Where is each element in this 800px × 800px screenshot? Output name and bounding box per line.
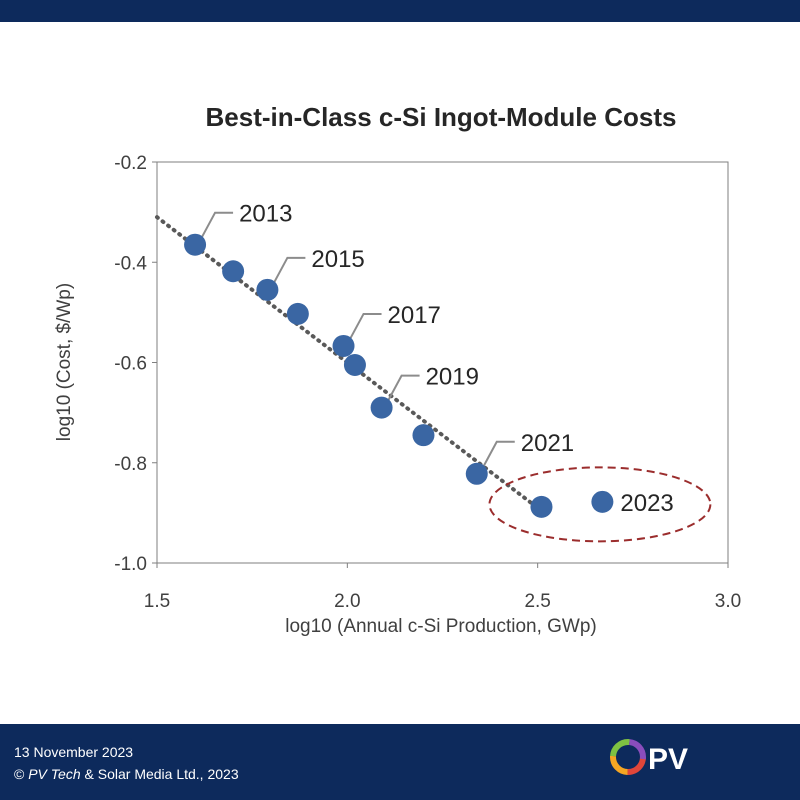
annotation-label-2013: 2013: [239, 201, 292, 228]
y-tick-label: -0.6: [114, 354, 147, 375]
x-tick-label: 3.0: [715, 591, 741, 612]
annotation-leader-2021: [481, 440, 515, 469]
data-point-2014: [222, 260, 245, 283]
annotation-leader-2019: [386, 374, 420, 403]
x-axis-label: log10 (Annual c-Si Production, GWp): [285, 616, 597, 637]
annotation-labels: 2013 2015 2017 2019 2021 2023: [239, 201, 674, 517]
data-point-2018: [343, 354, 366, 377]
annotation-label-2021: 2021: [521, 430, 574, 457]
copyright-prefix: ©: [14, 766, 29, 782]
x-tick-label: 2.0: [334, 591, 360, 612]
y-tick-label: -0.8: [114, 454, 147, 475]
data-point-2015: [256, 278, 279, 301]
y-tick-label: -0.2: [114, 153, 147, 174]
annotation-leader-2015: [272, 256, 306, 285]
copyright-suffix: & Solar Media Ltd., 2023: [80, 766, 239, 782]
x-tick-label: 1.5: [144, 591, 170, 612]
annotation-label-2023: 2023: [620, 490, 673, 517]
data-point-2019: [370, 396, 393, 419]
pv-tech-logo: PV: [610, 739, 688, 776]
logo-text: PV: [648, 743, 688, 776]
highlight-ellipse: [488, 466, 712, 543]
data-point-2023: [591, 490, 614, 513]
highlight-dashed-ellipse: [488, 466, 712, 543]
annotation-label-2019: 2019: [426, 364, 479, 391]
brand-name: PV Tech: [28, 766, 81, 782]
data-point-2022: [530, 495, 553, 518]
footer-bar: [0, 724, 800, 800]
scatter-chart: Best-in-Class c-Si Ingot-Module Costs -0…: [54, 102, 741, 637]
footer-date: 13 November 2023: [14, 744, 134, 760]
annotation-leader-2017: [348, 312, 382, 341]
logo-ring-purple: [610, 739, 646, 775]
data-point-2013: [184, 233, 207, 256]
y-tick-label: -1.0: [114, 554, 147, 575]
annotation-label-2015: 2015: [311, 246, 364, 273]
y-axis: -0.2 -0.4 -0.6 -0.8 -1.0: [114, 153, 157, 575]
logo-ring-orange: [610, 739, 646, 775]
data-point-2021: [465, 462, 488, 485]
data-points: [184, 233, 614, 518]
x-axis: 1.5 2.0 2.5 3.0: [144, 563, 741, 612]
footer-copyright: © PV Tech & Solar Media Ltd., 2023: [14, 766, 239, 782]
annotation-label-2017: 2017: [388, 302, 441, 329]
chart-title: Best-in-Class c-Si Ingot-Module Costs: [206, 102, 677, 132]
data-point-2017: [332, 334, 355, 357]
y-axis-label: log10 (Cost, $/Wp): [54, 283, 75, 441]
plot-area: [156, 161, 729, 564]
data-point-2016: [286, 302, 309, 325]
logo-ring-green: [610, 739, 646, 775]
annotation-leader-2013: [200, 211, 234, 240]
x-tick-label: 2.5: [524, 591, 550, 612]
y-tick-label: -0.4: [114, 253, 147, 274]
data-point-2020: [412, 424, 435, 447]
top-banner: [0, 0, 800, 22]
annotation-leaders: [200, 211, 515, 469]
